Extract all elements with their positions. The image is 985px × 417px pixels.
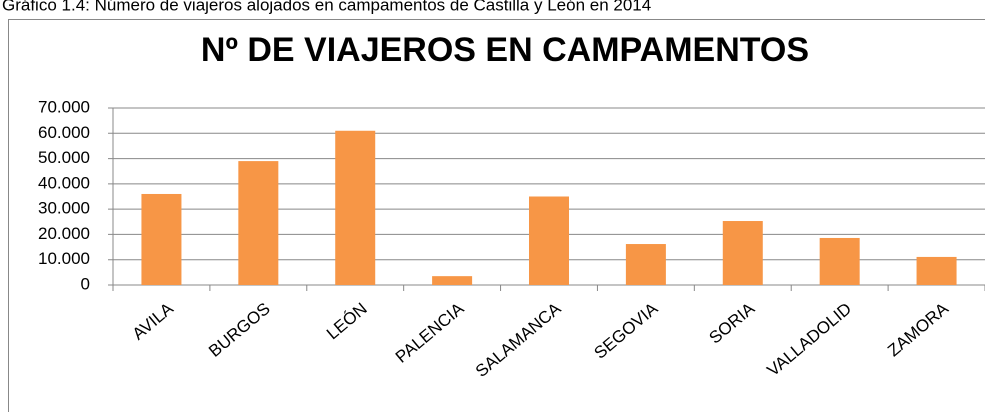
bar — [723, 221, 763, 285]
bar — [141, 194, 181, 285]
y-tick-label: 30.000 — [38, 199, 90, 218]
y-tick-label: 40.000 — [38, 173, 90, 192]
x-tick-label: LEÓN — [323, 299, 371, 343]
bar — [626, 244, 666, 285]
x-tick-label: SALAMANCA — [472, 299, 565, 381]
x-tick-label: SEGOVIA — [591, 299, 662, 363]
y-tick-label: 70.000 — [38, 97, 90, 116]
y-tick-label: 0 — [81, 274, 90, 293]
x-tick-label: BURGOS — [205, 299, 274, 361]
x-tick-label: SORIA — [705, 299, 758, 348]
x-tick-label: VALLADOLID — [764, 299, 856, 380]
x-tick-label: ZAMORA — [884, 299, 952, 361]
x-tick-label: AVILA — [129, 299, 178, 344]
bar — [820, 238, 860, 285]
x-tick-label: PALENCIA — [392, 299, 468, 367]
bar — [335, 131, 375, 285]
bar — [917, 257, 957, 285]
y-tick-label: 60.000 — [38, 123, 90, 142]
y-tick-label: 50.000 — [38, 148, 90, 167]
bar — [529, 197, 569, 286]
bar — [432, 276, 472, 285]
y-tick-label: 20.000 — [38, 224, 90, 243]
bar — [238, 161, 278, 285]
y-tick-label: 10.000 — [38, 249, 90, 268]
caption: Gráfico 1.4: Número de viajeros alojados… — [2, 0, 651, 14]
chart-title: Nº DE VIAJEROS EN CAMPAMENTOS — [201, 31, 809, 69]
